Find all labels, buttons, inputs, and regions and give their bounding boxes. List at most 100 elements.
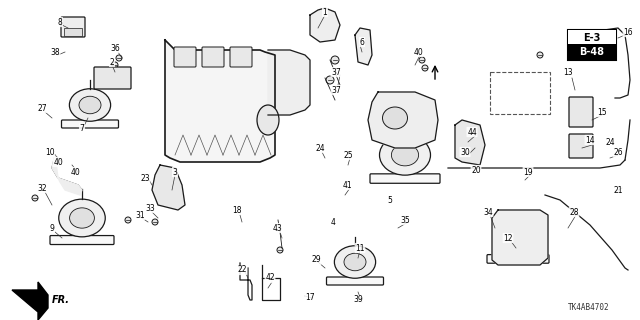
- Polygon shape: [152, 165, 185, 210]
- FancyBboxPatch shape: [326, 277, 383, 285]
- Text: 14: 14: [585, 135, 595, 145]
- Text: 23: 23: [140, 173, 150, 182]
- Ellipse shape: [69, 89, 111, 121]
- Text: 9: 9: [49, 223, 54, 233]
- Circle shape: [419, 57, 425, 63]
- Text: 11: 11: [355, 244, 365, 252]
- Circle shape: [422, 65, 428, 71]
- Text: 17: 17: [305, 293, 315, 302]
- Text: 38: 38: [50, 47, 60, 57]
- FancyBboxPatch shape: [174, 47, 196, 67]
- Text: FR.: FR.: [52, 295, 70, 305]
- Text: 21: 21: [613, 186, 623, 195]
- Circle shape: [116, 55, 122, 61]
- Text: 5: 5: [388, 196, 392, 204]
- FancyBboxPatch shape: [230, 47, 252, 67]
- Text: 2: 2: [109, 58, 115, 67]
- Text: 16: 16: [623, 28, 633, 36]
- Circle shape: [112, 62, 118, 68]
- Text: 26: 26: [613, 148, 623, 156]
- Ellipse shape: [506, 228, 530, 248]
- Text: 10: 10: [45, 148, 55, 156]
- Circle shape: [32, 195, 38, 201]
- Polygon shape: [165, 40, 275, 162]
- Text: 15: 15: [597, 108, 607, 116]
- Text: 24: 24: [315, 143, 325, 153]
- Text: 30: 30: [460, 148, 470, 156]
- FancyBboxPatch shape: [202, 47, 224, 67]
- FancyBboxPatch shape: [568, 30, 616, 60]
- FancyBboxPatch shape: [61, 17, 85, 37]
- Ellipse shape: [383, 107, 408, 129]
- Text: 37: 37: [331, 85, 341, 94]
- Text: 7: 7: [79, 124, 84, 132]
- Text: 40: 40: [70, 167, 80, 177]
- Text: 33: 33: [145, 204, 155, 212]
- Text: E-3: E-3: [583, 33, 601, 43]
- Bar: [490, 72, 550, 114]
- Polygon shape: [52, 155, 82, 195]
- Circle shape: [125, 217, 131, 223]
- Ellipse shape: [495, 220, 541, 256]
- Text: 4: 4: [331, 218, 335, 227]
- Ellipse shape: [392, 144, 419, 166]
- FancyBboxPatch shape: [50, 236, 114, 244]
- Text: 41: 41: [342, 180, 352, 189]
- Ellipse shape: [70, 208, 95, 228]
- Text: 37: 37: [331, 68, 341, 76]
- Text: 8: 8: [58, 18, 62, 27]
- Ellipse shape: [59, 199, 105, 237]
- Text: 24: 24: [605, 138, 615, 147]
- Text: 6: 6: [360, 37, 364, 46]
- Polygon shape: [355, 28, 372, 65]
- Circle shape: [152, 219, 158, 225]
- Text: 31: 31: [135, 211, 145, 220]
- Polygon shape: [492, 210, 548, 265]
- Text: 18: 18: [232, 205, 242, 214]
- Ellipse shape: [344, 253, 366, 271]
- Text: 40: 40: [53, 157, 63, 166]
- Circle shape: [537, 52, 543, 58]
- Ellipse shape: [380, 135, 431, 175]
- FancyBboxPatch shape: [370, 174, 440, 183]
- Text: 39: 39: [353, 295, 363, 305]
- Polygon shape: [310, 8, 340, 42]
- Circle shape: [331, 56, 339, 64]
- Text: 27: 27: [37, 103, 47, 113]
- Text: 25: 25: [343, 150, 353, 159]
- Bar: [568, 30, 616, 45]
- Circle shape: [277, 247, 283, 253]
- Text: B-48: B-48: [579, 47, 605, 57]
- FancyBboxPatch shape: [61, 120, 118, 128]
- Text: 3: 3: [173, 167, 177, 177]
- Text: 36: 36: [110, 44, 120, 52]
- Ellipse shape: [334, 246, 376, 278]
- Text: 29: 29: [311, 255, 321, 265]
- Text: 20: 20: [471, 165, 481, 174]
- Text: 28: 28: [569, 207, 579, 217]
- Text: 12: 12: [503, 234, 513, 243]
- Bar: [64, 28, 82, 36]
- Text: 19: 19: [523, 167, 533, 177]
- Text: TK4AB4702: TK4AB4702: [568, 303, 610, 312]
- FancyBboxPatch shape: [569, 97, 593, 127]
- Polygon shape: [12, 282, 48, 320]
- Bar: [568, 44, 616, 60]
- Text: 42: 42: [265, 274, 275, 283]
- Polygon shape: [368, 92, 438, 148]
- Text: 13: 13: [563, 68, 573, 76]
- FancyBboxPatch shape: [94, 67, 131, 89]
- Circle shape: [326, 76, 334, 84]
- Text: 43: 43: [272, 223, 282, 233]
- Text: 44: 44: [467, 127, 477, 137]
- Text: 40: 40: [413, 47, 423, 57]
- Text: 1: 1: [323, 7, 328, 17]
- Ellipse shape: [257, 105, 279, 135]
- Text: 34: 34: [483, 207, 493, 217]
- FancyBboxPatch shape: [487, 255, 549, 263]
- Text: 22: 22: [237, 266, 247, 275]
- Text: 32: 32: [37, 183, 47, 193]
- Text: 35: 35: [400, 215, 410, 225]
- Ellipse shape: [79, 96, 101, 114]
- Polygon shape: [268, 50, 310, 115]
